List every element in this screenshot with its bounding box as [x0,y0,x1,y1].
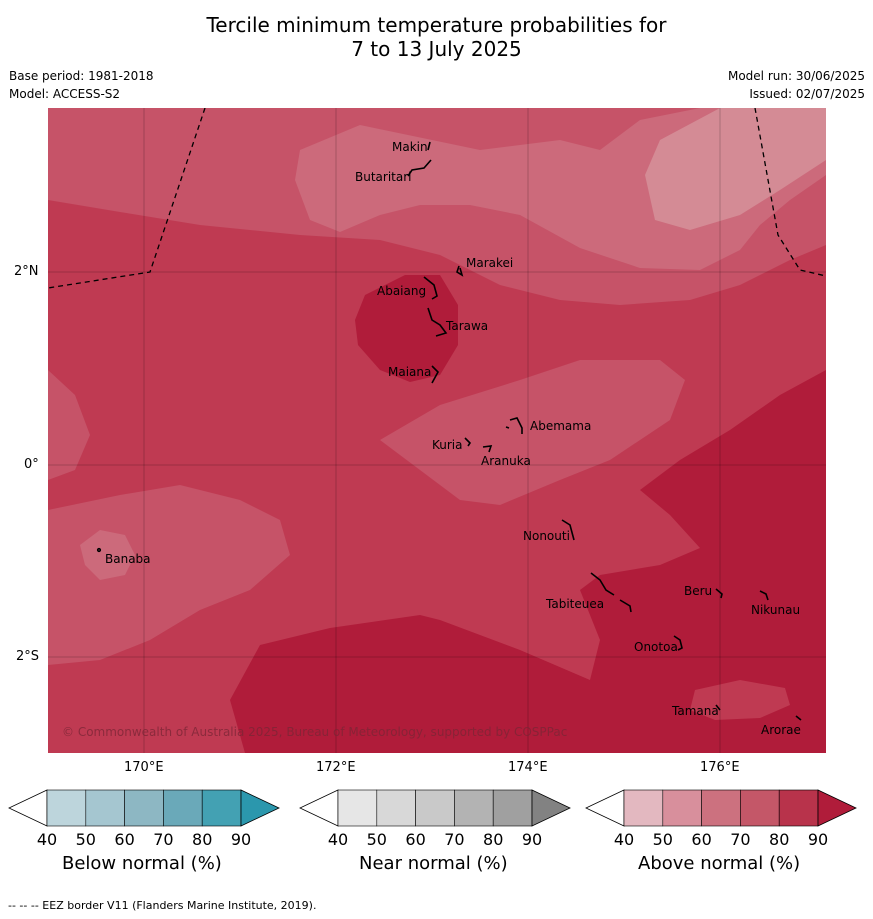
meta-right: Model run: 30/06/2025 Issued: 02/07/2025 [728,67,865,103]
place-label: Aranuka [481,454,531,468]
base-period: Base period: 1981-2018 [9,69,154,83]
prob-band-90-tarawa [355,275,458,382]
island-abaiang [423,276,438,300]
meta-left: Base period: 1981-2018 Model: ACCESS-S2 [9,67,154,103]
island-tarawa [427,307,448,337]
prob-band-70-centre [380,360,685,505]
graticule [48,108,826,753]
island-onotoa [673,635,683,651]
colorbar-label-near: Near normal (%) [359,853,508,874]
islands [96,141,802,721]
place-label: Tamana [671,704,719,718]
place-label: Kuria [432,438,463,452]
lon-label-174: 174°E [508,760,548,775]
island-butaritari [407,159,432,177]
colorbar-label-below: Below normal (%) [62,853,222,874]
issued-date: Issued: 02/07/2025 [749,87,865,101]
island-arorae [795,715,802,721]
lat-label-2n: 2°N [14,264,39,279]
island-tamana [715,704,721,711]
model-run: Model run: 30/06/2025 [727,69,865,83]
title-line-2: 7 to 13 July 2025 [351,37,522,61]
prob-band-60-banaba [80,530,135,580]
title-line-1: Tercile minimum temperature probabilitie… [206,13,667,37]
lat-label-0: 0° [24,457,39,472]
prob-band-90-south [230,370,826,753]
place-label: Nonouti [523,529,570,543]
island-maiana [431,365,439,384]
place-label: Abemama [530,419,591,433]
place-label: Maiana [388,365,431,379]
place-label: Tabiteuea [545,597,604,611]
place-label: Banaba [105,552,151,566]
place-label: Tarawa [445,319,488,333]
prob-band-70-banaba [48,485,290,665]
place-label: Abaiang [377,284,426,298]
island-tabiteuea [590,572,632,613]
place-label: Beru [684,584,712,598]
place-label: Nikunau [751,603,800,617]
island-nikunau [759,590,769,601]
lon-label-172: 172°E [316,760,356,775]
island-aranuka [482,445,493,453]
place-label: Makin [392,140,428,154]
place-label: Onotoa [634,640,678,654]
island-nonouti [561,519,575,541]
model-name: Model: ACCESS-S2 [9,87,121,101]
eez-footnote: -- -- -- EEZ border V11 (Flanders Marine… [8,899,317,912]
eez-border [48,108,826,289]
prob-band-50-north [645,108,826,230]
colorbar-label-above: Above normal (%) [638,853,801,874]
island-beru [715,588,723,599]
place-label: Butaritari [355,170,412,184]
island-banaba [96,547,102,553]
map-title: Tercile minimum temperature probabilitie… [0,13,873,61]
island-abemama [505,417,523,434]
copyright-text: © Commonwealth of Australia 2025, Bureau… [62,725,567,739]
lat-label-2s: 2°S [16,649,40,664]
lon-label-176: 176°E [700,760,740,775]
island-marakei [456,265,464,277]
place-label: Marakei [466,256,513,270]
island-kuria [464,437,472,447]
place-label: Arorae [761,723,801,737]
island-makin [427,141,431,151]
lon-label-170: 170°E [124,760,164,775]
prob-band-70-west [48,370,90,480]
prob-band-80-tamana [690,680,790,720]
